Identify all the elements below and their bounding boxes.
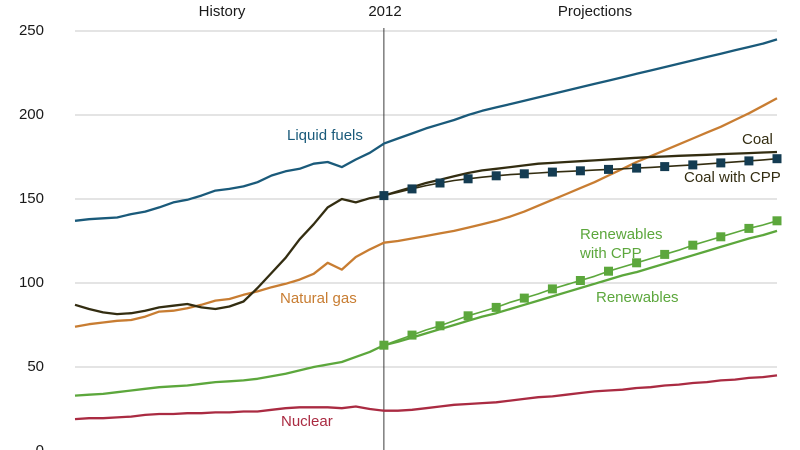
series-marker-coal-with-cpp xyxy=(744,156,754,166)
series-marker-renewables-with-cpp xyxy=(435,321,445,331)
series-label-coal-with-cpp: Coal with CPP xyxy=(684,169,781,186)
series-marker-coal-with-cpp xyxy=(407,184,417,194)
y-axis-tick-0: 0 xyxy=(36,442,44,450)
y-axis-tick-150: 150 xyxy=(19,190,44,207)
y-axis-tick-200: 200 xyxy=(19,106,44,123)
series-marker-renewables-with-cpp xyxy=(575,276,585,285)
series-marker-renewables-with-cpp xyxy=(547,284,557,294)
series-marker-coal-with-cpp xyxy=(547,167,557,177)
series-marker-renewables-with-cpp xyxy=(772,216,782,226)
series-marker-coal-with-cpp xyxy=(772,154,782,164)
y-axis-tick-100: 100 xyxy=(19,274,44,291)
y-axis-tick-250: 250 xyxy=(19,22,44,39)
series-label-coal: Coal xyxy=(742,131,773,148)
y-axis-tick-50: 50 xyxy=(27,358,44,375)
series-marker-renewables-with-cpp xyxy=(463,311,473,321)
series-marker-coal-with-cpp xyxy=(463,174,473,184)
series-marker-coal-with-cpp xyxy=(604,164,613,174)
series-marker-coal-with-cpp xyxy=(519,169,529,179)
divider-year-label: 2012 xyxy=(368,3,402,20)
series-line-liquid-fuels xyxy=(74,38,778,222)
series-marker-coal-with-cpp xyxy=(716,158,726,168)
series-line-coal xyxy=(74,150,778,316)
series-marker-coal-with-cpp xyxy=(660,162,670,172)
series-label-natural-gas: Natural gas xyxy=(280,290,357,307)
series-marker-coal-with-cpp xyxy=(435,178,445,188)
series-marker-renewables-with-cpp xyxy=(688,240,698,250)
series-label-liquid-fuels: Liquid fuels xyxy=(287,127,363,144)
series-marker-coal-with-cpp xyxy=(632,163,642,173)
series-marker-coal-with-cpp xyxy=(491,171,501,181)
series-line-nuclear xyxy=(74,374,778,421)
series-marker-renewables-with-cpp xyxy=(491,302,501,312)
series-marker-renewables-with-cpp xyxy=(632,258,642,268)
series-marker-coal-with-cpp xyxy=(575,166,585,176)
series-marker-renewables-with-cpp xyxy=(744,223,754,233)
period-label-history: History xyxy=(198,3,246,20)
series-label-renewables-with-cpp: Renewables with CPP xyxy=(580,226,663,262)
series-marker-renewables-with-cpp xyxy=(407,330,417,340)
series-marker-renewables-with-cpp xyxy=(716,232,726,242)
series-marker-renewables-with-cpp xyxy=(604,266,613,276)
series-label-nuclear: Nuclear xyxy=(281,413,333,430)
series-marker-renewables-with-cpp xyxy=(660,249,670,259)
series-label-renewables: Renewables xyxy=(596,289,679,306)
series-line-renewables xyxy=(74,229,778,397)
series-marker-coal-with-cpp xyxy=(688,160,698,170)
series-marker-renewables-with-cpp xyxy=(379,340,389,350)
period-label-projections: Projections xyxy=(557,3,633,20)
series-marker-renewables-with-cpp xyxy=(519,293,529,303)
series-line-natural-gas xyxy=(74,97,778,328)
series-marker-coal-with-cpp xyxy=(379,191,389,201)
